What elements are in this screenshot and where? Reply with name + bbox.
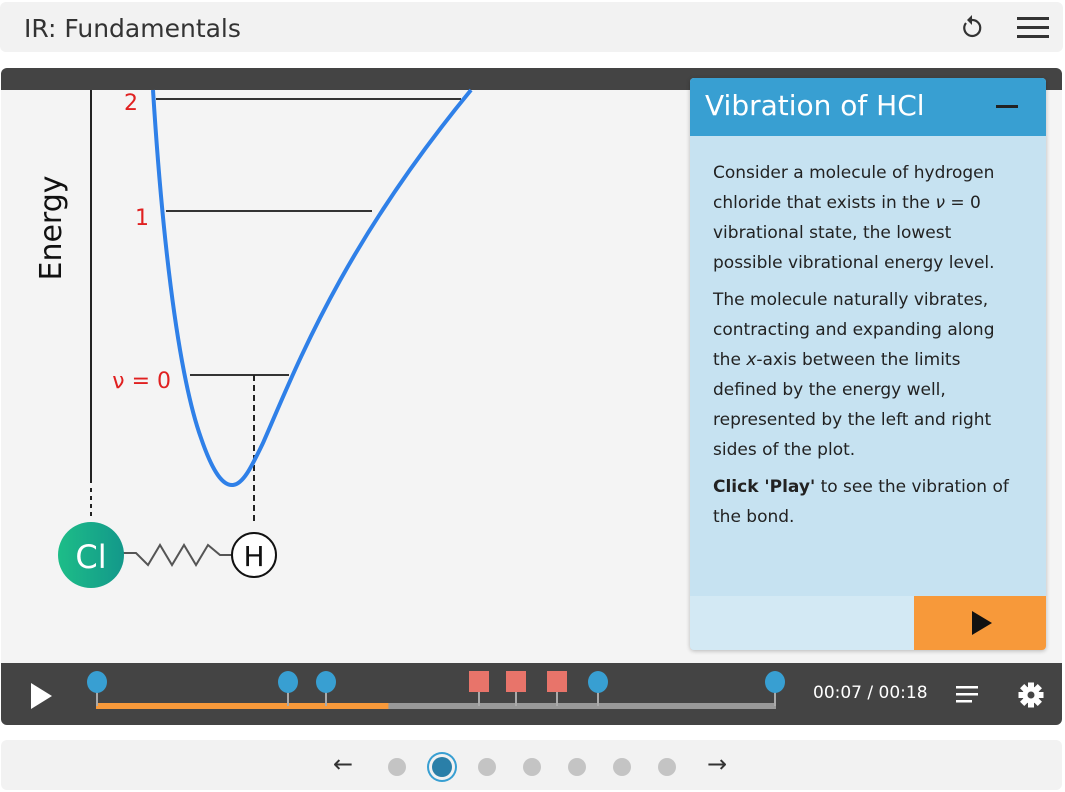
energy-axis-label: Energy: [34, 175, 69, 280]
timeline-track: [96, 703, 776, 709]
page-title: IR: Fundamentals: [24, 14, 241, 43]
page-dot-4[interactable]: [523, 758, 541, 776]
page-dot-3[interactable]: [478, 758, 496, 776]
p1-text-cont: = 0 vibrational state, the lowest possib…: [713, 193, 995, 273]
timeline-marker-circle[interactable]: [316, 671, 336, 693]
info-panel: Vibration of HCl Consider a molecule of …: [690, 78, 1046, 650]
energy-well-diagram: Energy 2 1 ν = 0 Cl H: [34, 88, 473, 588]
settings-gear-icon[interactable]: [1018, 682, 1044, 708]
timeline-marker-circle[interactable]: [765, 671, 785, 693]
timeline-marker-square[interactable]: [469, 671, 489, 692]
prev-arrow-icon[interactable]: ←: [333, 750, 354, 778]
potential-energy-curve: [151, 88, 473, 487]
menu-icon[interactable]: [1017, 16, 1049, 40]
timeline-marker-circle[interactable]: [278, 671, 298, 693]
x-symbol: x: [746, 350, 757, 370]
chlorine-atom: [58, 522, 124, 588]
page-dot-7[interactable]: [658, 758, 676, 776]
timeline-marker-circle[interactable]: [87, 671, 107, 693]
hydrogen-atom: [231, 532, 277, 578]
minimize-icon[interactable]: [996, 105, 1018, 108]
level-2-label: 2: [124, 91, 138, 116]
p2-text-cont: -axis between the limits defined by the …: [713, 350, 992, 460]
p3-bold: Click 'Play': [713, 477, 816, 497]
next-arrow-icon[interactable]: →: [707, 750, 728, 778]
playback-controls: 00:07 / 00:18: [1, 663, 1062, 725]
top-bar: IR: Fundamentals: [0, 2, 1063, 52]
reset-icon[interactable]: [959, 14, 985, 42]
panel-footer: [690, 596, 1046, 650]
timeline-marker-square[interactable]: [506, 671, 526, 692]
page-dot-6[interactable]: [613, 758, 631, 776]
time-display: 00:07 / 00:18: [813, 683, 928, 703]
transcript-icon[interactable]: [956, 685, 980, 703]
bond-spring: [123, 543, 233, 567]
p1-text: Consider a molecule of hydrogen chloride…: [713, 163, 995, 213]
page-dot-1[interactable]: [388, 758, 406, 776]
timeline[interactable]: [1, 663, 801, 725]
timeline-marker-square[interactable]: [547, 671, 567, 692]
hydrogen-label: H: [243, 540, 264, 573]
play-icon[interactable]: [31, 683, 52, 709]
page-navigation: ← →: [1, 740, 1062, 790]
timeline-progress: [96, 703, 389, 709]
level-0-label: ν = 0: [112, 369, 171, 394]
page-dot-2[interactable]: [432, 757, 452, 777]
chlorine-label: Cl: [75, 538, 106, 576]
timeline-marker-circle[interactable]: [588, 671, 608, 693]
level-1-label: 1: [135, 206, 149, 231]
p2-text: The molecule naturally vibrates, contrac…: [713, 290, 995, 370]
nu-symbol: ν: [935, 193, 945, 213]
panel-text: Consider a molecule of hydrogen chloride…: [690, 136, 1046, 532]
p3-text: to see the vibration of the bond.: [713, 477, 1009, 527]
play-button[interactable]: [914, 596, 1046, 650]
page-dot-5[interactable]: [568, 758, 586, 776]
panel-title: Vibration of HCl: [690, 78, 1046, 136]
